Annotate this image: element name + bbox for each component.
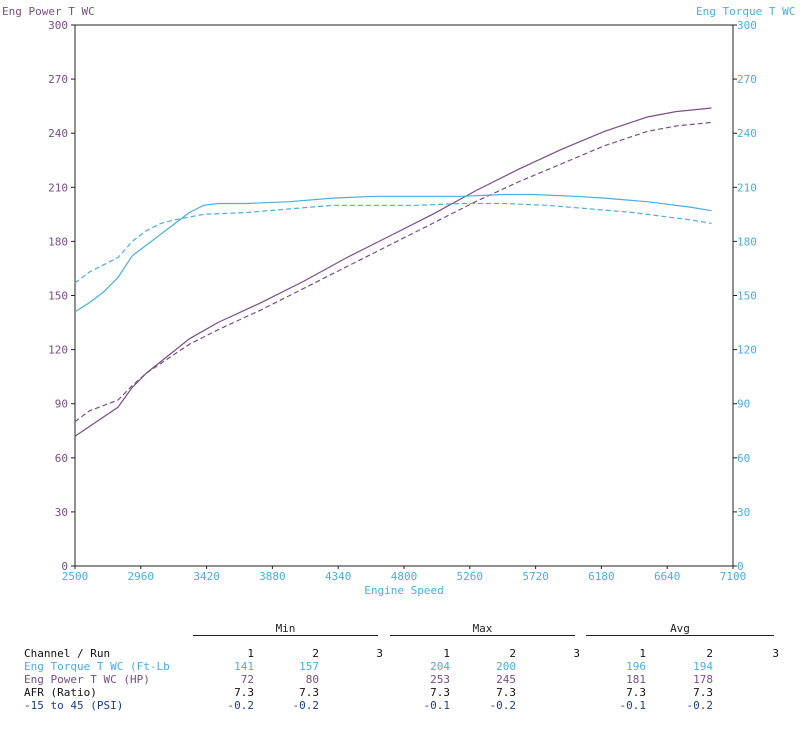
y-tick-label-left: 60 (55, 452, 68, 465)
stats-cell-max: 7.3 (496, 686, 516, 699)
stats-cell-min: 141 (234, 660, 254, 673)
x-tick-label: 4340 (325, 570, 352, 583)
power-run2-line (74, 121, 712, 423)
x-tick-label: 2960 (128, 570, 155, 583)
run-label: 3 (772, 647, 779, 660)
x-tick-label: 6180 (588, 570, 615, 583)
y-tick-label-right: 210 (737, 181, 757, 194)
y-tick-label-left: 180 (48, 235, 68, 248)
stats-cell-min: 72 (240, 673, 254, 686)
y-tick-label-right: 120 (737, 344, 757, 357)
stats-cell-max: 253 (430, 673, 450, 686)
stats-cell-min: 80 (305, 673, 319, 686)
torque-run1-line (74, 193, 712, 313)
x-tick-label: 7100 (720, 570, 747, 583)
x-tick-label: 4800 (391, 570, 418, 583)
stats-cell-max: 7.3 (430, 686, 450, 699)
x-tick-label: 6640 (654, 570, 681, 583)
stats-group-header: Max (472, 622, 493, 635)
dyno-chart: Eng Power T WC Eng Torque T WC 0 0 30 30 60 60 9… (2, 5, 795, 597)
stats-row-name: -15 to 45 (PSI) (24, 699, 124, 712)
stats-group-header: Avg (670, 622, 690, 635)
y-tick-label-right: 0 (737, 560, 744, 573)
power-run1-line (74, 107, 712, 437)
run-label: 2 (509, 647, 516, 660)
stats-cell-min: 157 (299, 660, 319, 673)
run-label: 3 (573, 647, 580, 660)
y-tick-label-right: 150 (737, 290, 757, 303)
stats-group-header: Min (275, 622, 296, 635)
y-tick-label-right: 90 (737, 398, 750, 411)
y-tick-label-left: 30 (55, 506, 68, 519)
run-label: 1 (639, 647, 646, 660)
stats-cell-avg: -0.1 (619, 699, 647, 712)
stats-cell-avg: -0.2 (686, 699, 714, 712)
run-label: 2 (312, 647, 319, 660)
x-axis-label: Engine Speed (364, 584, 443, 597)
stats-row-header: Channel / Run (24, 647, 111, 660)
stats-cell-avg: 7.3 (626, 686, 646, 699)
y-tick-label-left: 210 (48, 181, 68, 194)
y-tick-label-right: 60 (737, 452, 750, 465)
stats-cell-min: -0.2 (227, 699, 255, 712)
stats-cell-max: 245 (496, 673, 516, 686)
stats-cell-avg: 196 (626, 660, 646, 673)
run-label: 3 (376, 647, 383, 660)
plot-frame (74, 24, 734, 567)
stats-cell-min: -0.2 (292, 699, 320, 712)
stats-cell-avg: 178 (693, 673, 713, 686)
run-label: 1 (443, 647, 450, 660)
stats-row-name: Eng Power T WC (HP) (24, 673, 150, 686)
x-tick-label: 3420 (193, 570, 220, 583)
x-tick-label: 2500 (62, 570, 89, 583)
stats-cell-max: -0.1 (423, 699, 451, 712)
stats-group-rule (193, 635, 378, 636)
x-tick-label: 3880 (259, 570, 286, 583)
y-tick-label-left: 300 (48, 19, 68, 32)
y-tick-label-left: 90 (55, 398, 68, 411)
stats-cell-max: -0.2 (489, 699, 517, 712)
stats-cell-min: 7.3 (299, 686, 319, 699)
y-tick-label-right: 270 (737, 73, 757, 86)
run-label: 1 (247, 647, 254, 660)
run-label: 2 (706, 647, 713, 660)
y-tick-label-left: 0 (61, 560, 68, 573)
y-tick-label-left: 270 (48, 73, 68, 86)
stats-cell-min: 7.3 (234, 686, 254, 699)
torque-run2-line (74, 202, 712, 284)
y-tick-label-left: 240 (48, 127, 68, 140)
y-tick-label-right: 240 (737, 127, 757, 140)
stats-group-rule (390, 635, 575, 636)
stats-group-rule (586, 635, 774, 636)
stats-cell-avg: 181 (626, 673, 646, 686)
stats-cell-max: 200 (496, 660, 516, 673)
right-axis-title: Eng Torque T WC (696, 5, 795, 18)
left-axis-title: Eng Power T WC (2, 5, 95, 18)
stats-cell-max: 204 (430, 660, 450, 673)
y-tick-label-right: 180 (737, 235, 757, 248)
x-tick-label: 5720 (522, 570, 549, 583)
y-tick-label-left: 120 (48, 344, 68, 357)
y-tick-label-right: 300 (737, 19, 757, 32)
y-tick-label-left: 150 (48, 290, 68, 303)
x-tick-label: 5260 (457, 570, 484, 583)
stats-cell-avg: 7.3 (693, 686, 713, 699)
y-tick-label-right: 30 (737, 506, 750, 519)
stats-row-name: AFR (Ratio) (24, 686, 97, 699)
stats-row-name: Eng Torque T WC (Ft-Lb (24, 660, 170, 673)
stats-cell-avg: 194 (693, 660, 713, 673)
